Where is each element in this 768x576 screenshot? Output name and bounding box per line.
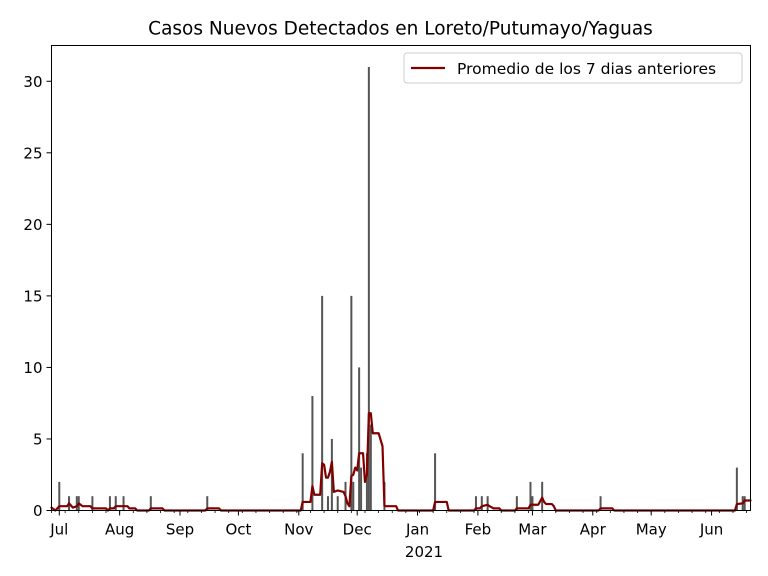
y-tick-label: 0	[33, 502, 43, 520]
x-tick-label: Nov	[284, 521, 313, 539]
x-tick-label: Apr	[580, 521, 607, 539]
bar	[515, 496, 518, 511]
x-tick-label: May	[636, 521, 667, 539]
series-line	[50, 412, 752, 512]
bar	[541, 481, 544, 511]
bar	[474, 496, 477, 511]
bar	[58, 481, 61, 511]
x-tick-label: Mar	[518, 521, 547, 539]
plot-frame	[51, 45, 751, 511]
bar	[365, 453, 368, 511]
bar	[122, 496, 125, 511]
bar	[352, 481, 355, 511]
bar	[114, 496, 117, 511]
x-year-label: 2021	[405, 543, 443, 561]
bar	[360, 467, 363, 511]
x-tick-label: Jul	[49, 521, 68, 539]
y-tick-label: 15	[23, 287, 42, 305]
chart-title: Casos Nuevos Detectados en Loreto/Putuma…	[148, 19, 653, 40]
bar	[350, 295, 353, 511]
bar	[743, 496, 746, 511]
legend: Promedio de los 7 dias anteriores	[403, 52, 743, 84]
bar	[367, 66, 370, 511]
bar	[91, 496, 94, 511]
x-tick-label: Oct	[225, 521, 251, 539]
bar	[531, 496, 534, 511]
bar	[369, 424, 372, 511]
bar	[486, 496, 489, 511]
bar	[480, 496, 483, 511]
x-tick-label: Jun	[699, 521, 723, 539]
bar	[735, 467, 738, 511]
legend-box	[403, 52, 743, 84]
bar	[311, 396, 314, 511]
bar	[434, 453, 437, 511]
bar	[336, 496, 339, 511]
y-tick-label: 10	[23, 359, 42, 377]
bar	[326, 496, 329, 511]
bar	[529, 481, 532, 511]
y-tick-label: 30	[23, 73, 42, 91]
bar	[358, 367, 361, 511]
line-layer	[50, 412, 752, 512]
y-tick-label: 25	[23, 144, 42, 162]
bar	[599, 496, 602, 511]
legend-label: Promedio de los 7 dias anteriores	[457, 60, 716, 78]
x-tick-label: Jan	[405, 521, 429, 539]
x-tick-label: Dec	[343, 521, 372, 539]
x-axis: Jul Aug Sep Oct Nov Dec Jan Feb Mar Apr May Jun	[49, 510, 748, 539]
bar	[75, 496, 78, 511]
x-tick-label: Feb	[465, 521, 492, 539]
x-tick-label: Aug	[105, 521, 134, 539]
y-tick-label: 20	[23, 216, 42, 234]
bar	[206, 496, 209, 511]
x-tick-label: Sep	[166, 521, 194, 539]
y-tick-label: 5	[33, 430, 43, 448]
bar	[321, 295, 324, 511]
bar	[301, 453, 304, 511]
y-axis: 0 5 10 15 20 25 30	[23, 73, 52, 520]
bar	[149, 496, 152, 511]
bar	[108, 496, 111, 511]
